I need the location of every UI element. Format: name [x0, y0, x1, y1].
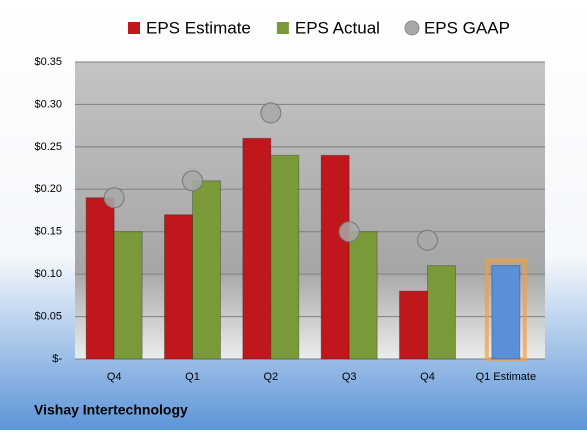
y-tick-label: $0.30: [34, 98, 62, 110]
x-tick-label: Q4: [420, 371, 435, 383]
legend-label: EPS GAAP: [424, 18, 510, 37]
legend-label: EPS Actual: [295, 18, 380, 37]
bar: [348, 231, 378, 360]
plot-area: [75, 62, 545, 359]
bubble: [260, 102, 282, 124]
y-tick-label: $0.15: [34, 226, 62, 238]
bar: [427, 265, 456, 360]
bar: [242, 137, 272, 360]
y-tick-label: $0.20: [34, 183, 62, 195]
legend-marker: [276, 22, 289, 34]
bar: [192, 180, 221, 360]
bubble: [103, 187, 125, 209]
bar: [270, 154, 300, 360]
y-tick-label: $-: [52, 353, 62, 365]
x-tick-label: Q1: [185, 371, 200, 383]
legend-marker: [404, 20, 420, 36]
y-tick-label: $0.35: [34, 56, 62, 68]
x-tick-label: Q3: [342, 371, 357, 383]
bar: [113, 231, 143, 360]
x-tick-label: Q4: [107, 371, 122, 383]
bar: [164, 214, 193, 360]
bubble: [182, 170, 203, 192]
chart-title: Vishay Intertechnology: [34, 402, 188, 418]
bubble: [338, 221, 360, 243]
bubble: [417, 229, 438, 251]
bar: [399, 290, 428, 360]
legend-marker: [128, 22, 140, 34]
y-tick-label: $0.05: [34, 310, 62, 322]
y-tick-label: $0.25: [34, 141, 62, 153]
y-tick-label: $0.10: [34, 268, 62, 280]
x-tick-label: Q1 Estimate: [476, 371, 537, 383]
x-tick-label: Q2: [263, 371, 278, 383]
bar: [85, 197, 115, 360]
bar: [491, 265, 521, 360]
bar: [320, 154, 350, 360]
legend-label: EPS Estimate: [146, 18, 251, 37]
